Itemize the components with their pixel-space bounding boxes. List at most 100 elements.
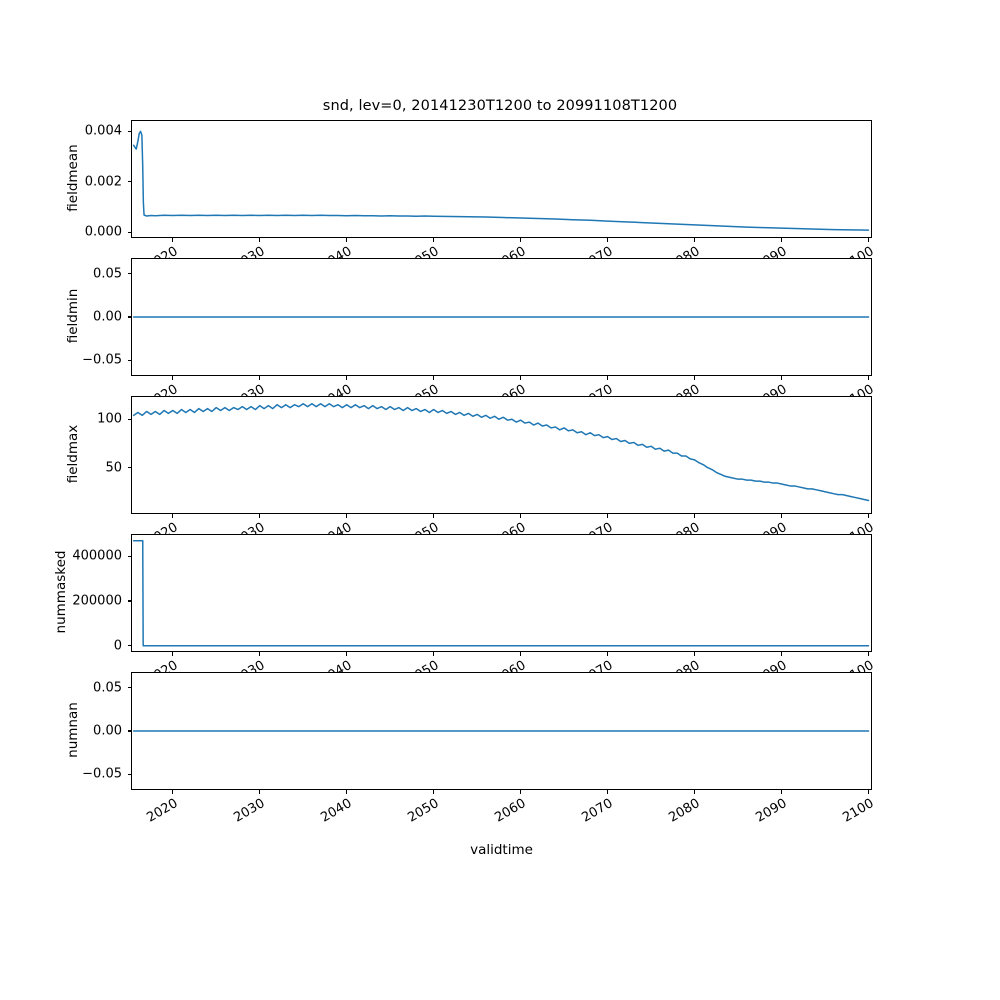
x-tick-mark <box>346 376 348 380</box>
y-tick-mark <box>127 316 131 318</box>
y-tick-label: 100 <box>97 411 122 427</box>
x-tick-mark <box>433 514 435 518</box>
x-tick-mark <box>867 376 870 380</box>
x-tick-mark <box>433 376 435 380</box>
plot-area-fieldmean <box>132 130 870 231</box>
x-tick-mark <box>520 376 522 380</box>
y-tick-mark <box>127 273 131 275</box>
x-tick-mark <box>694 376 696 380</box>
y-tick-mark <box>127 130 131 132</box>
y-tick-mark <box>127 730 131 732</box>
x-tick-mark <box>694 514 696 518</box>
y-tick-mark <box>127 418 131 420</box>
x-tick-mark <box>172 238 174 242</box>
y-tick-label: 0 <box>113 638 122 654</box>
plot-area-fieldmin <box>132 316 870 318</box>
x-tick-label: 2070 <box>578 796 616 826</box>
y-tick-mark <box>127 773 131 775</box>
x-tick-mark <box>607 514 609 518</box>
x-tick-mark <box>867 514 870 518</box>
y-tick-label: 50 <box>105 460 122 476</box>
y-tick-label: 0.004 <box>84 123 122 139</box>
x-tick-mark <box>780 514 783 518</box>
x-tick-label: 2020 <box>144 796 181 826</box>
x-axis-label: validtime <box>470 842 533 858</box>
axes-frame-nummasked <box>131 534 872 652</box>
y-tick-label: 0.05 <box>93 680 122 696</box>
y-tick-label: −0.05 <box>82 352 122 368</box>
subplot-nummasked: 0200000400000202020302040205020602070208… <box>53 534 876 688</box>
y-tick-mark <box>127 600 131 602</box>
x-tick-mark <box>433 790 435 794</box>
x-tick-mark <box>694 652 696 656</box>
y-tick-mark <box>127 231 131 233</box>
x-tick-mark <box>346 238 348 242</box>
y-tick-mark <box>127 359 131 361</box>
x-tick-mark <box>780 376 783 380</box>
plot-area-fieldmax <box>132 402 870 502</box>
y-tick-mark <box>127 687 131 689</box>
x-tick-mark <box>867 238 870 242</box>
y-axis-label-fieldmin: fieldmin <box>65 288 81 344</box>
x-tick-label: 2050 <box>404 796 442 826</box>
y-tick-mark <box>127 645 131 647</box>
y-tick-label: 0.000 <box>84 224 122 240</box>
x-tick-label: 2040 <box>318 796 355 826</box>
x-tick-label: 2100 <box>839 796 877 826</box>
x-tick-mark <box>433 652 435 656</box>
plot-area-numnan <box>132 730 870 732</box>
y-tick-label: 0.00 <box>93 723 122 739</box>
subplot-numnan: −0.05 0.00 0.05 2020 2030 2040 2050 2060 2070 208… <box>65 672 876 826</box>
x-tick-mark <box>780 790 783 794</box>
y-tick-label: 0.00 <box>93 309 122 325</box>
x-tick-mark <box>694 238 696 242</box>
x-tick-mark <box>346 790 348 794</box>
x-tick-mark <box>259 514 261 518</box>
y-tick-label: 400000 <box>72 548 122 564</box>
y-tick-label: 0.05 <box>93 266 122 282</box>
x-tick-mark <box>607 238 609 242</box>
x-tick-mark <box>520 514 522 518</box>
y-axis-label-fieldmean: fieldmean <box>65 144 81 212</box>
x-tick-mark <box>607 652 609 656</box>
x-tick-mark <box>607 790 609 794</box>
x-tick-mark <box>520 790 522 794</box>
x-tick-mark <box>346 652 348 656</box>
y-tick-mark <box>127 555 131 557</box>
y-axis-label-numnan: numnan <box>65 702 81 758</box>
axes-frame-fieldmax <box>131 396 872 514</box>
subplot-fieldmin: −0.050.000.05202020302040205020602070208… <box>65 258 876 412</box>
x-tick-mark <box>780 238 783 242</box>
x-tick-label: 2030 <box>231 796 268 826</box>
x-tick-mark <box>172 790 174 794</box>
x-tick-mark <box>520 238 522 242</box>
y-tick-label: −0.05 <box>82 766 122 782</box>
plot-area-nummasked <box>132 539 870 647</box>
y-axis-label-fieldmax: fieldmax <box>65 424 81 484</box>
y-tick-mark <box>127 467 131 469</box>
line-series-fieldmean <box>132 130 870 231</box>
x-tick-mark <box>780 652 783 656</box>
x-tick-mark <box>172 652 174 656</box>
figure-title: snd, lev=0, 20141230T1200 to 20991108T12… <box>322 98 678 114</box>
y-tick-label: 200000 <box>72 593 122 609</box>
y-axis-label-nummasked: nummasked <box>53 550 69 634</box>
x-tick-mark <box>694 790 696 794</box>
y-tick-label: 0.002 <box>84 174 122 190</box>
x-tick-mark <box>259 652 261 656</box>
x-tick-mark <box>259 790 261 794</box>
x-tick-mark <box>867 652 870 656</box>
x-tick-mark <box>433 238 435 242</box>
x-tick-mark <box>346 514 348 518</box>
x-tick-mark <box>259 376 261 380</box>
x-tick-mark <box>172 376 174 380</box>
x-tick-mark <box>259 238 261 242</box>
subplot-fieldmean: 0.0000.0020.0042020203020402050206020702… <box>65 120 876 274</box>
line-series-nummasked <box>132 539 870 647</box>
y-tick-mark <box>127 181 131 183</box>
x-tick-mark <box>867 790 870 794</box>
x-tick-mark <box>172 514 174 518</box>
x-tick-mark <box>520 652 522 656</box>
x-tick-label: 2090 <box>752 796 790 826</box>
